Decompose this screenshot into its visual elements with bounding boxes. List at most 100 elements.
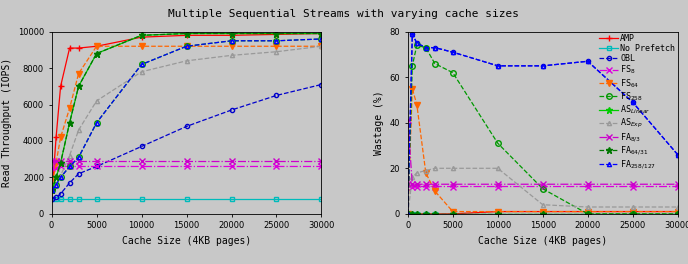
OBL <box>413 41 421 45</box>
FS$_{258}$ <box>404 212 412 215</box>
FA$_{8/3}$ <box>449 183 457 186</box>
FS$_{64}$ <box>539 210 547 213</box>
AS$_{Exp}$ <box>539 203 547 206</box>
No Prefetch <box>583 212 592 215</box>
OBL <box>422 46 430 49</box>
AS$_{Linear}$ <box>539 212 547 215</box>
Legend: AMP, No Prefetch, OBL, FS$_8$, FS$_{64}$, FS$_{258}$, AS$_{Linear}$, AS$_{Exp}$,: AMP, No Prefetch, OBL, FS$_8$, FS$_{64}$… <box>599 33 676 172</box>
X-axis label: Cache Size (4KB pages): Cache Size (4KB pages) <box>122 236 251 246</box>
AS$_{Exp}$ <box>431 167 439 170</box>
Line: AS$_{Linear}$: AS$_{Linear}$ <box>405 210 681 217</box>
OBL <box>431 46 439 49</box>
FA$_{8/3}$ <box>629 183 637 186</box>
FS$_8$ <box>422 185 430 188</box>
FS$_{64}$ <box>674 210 682 213</box>
FS$_8$ <box>674 185 682 188</box>
Line: AMP: AMP <box>405 209 680 217</box>
AS$_{Exp}$ <box>629 205 637 209</box>
FA$_{64/31}$ <box>422 212 430 215</box>
FA$_{64/31}$ <box>431 212 439 215</box>
AMP <box>674 210 682 213</box>
AS$_{Exp}$ <box>449 167 457 170</box>
AS$_{Linear}$ <box>449 212 457 215</box>
FS$_{64}$ <box>408 87 416 90</box>
FA$_{64/31}$ <box>629 212 637 215</box>
Line: FA$_{8/3}$: FA$_{8/3}$ <box>405 118 680 187</box>
FA$_{258/127}$ <box>539 64 547 67</box>
Line: OBL: OBL <box>406 32 680 216</box>
FS$_8$ <box>404 183 412 186</box>
FA$_{258/127}$ <box>674 153 682 156</box>
Line: No Prefetch: No Prefetch <box>406 212 680 216</box>
FA$_{8/3}$ <box>408 183 416 186</box>
FA$_{64/31}$ <box>413 212 421 215</box>
Line: FS$_8$: FS$_8$ <box>405 181 680 189</box>
AMP <box>408 212 416 215</box>
FS$_8$ <box>449 185 457 188</box>
FA$_{64/31}$ <box>449 212 457 215</box>
AS$_{Linear}$ <box>422 212 430 215</box>
FA$_{8/3}$ <box>431 183 439 186</box>
AS$_{Exp}$ <box>494 167 502 170</box>
FS$_{64}$ <box>629 210 637 213</box>
AS$_{Exp}$ <box>674 205 682 209</box>
X-axis label: Cache Size (4KB pages): Cache Size (4KB pages) <box>478 236 608 246</box>
No Prefetch <box>494 212 502 215</box>
FS$_{64}$ <box>404 212 412 215</box>
FA$_{8/3}$ <box>422 183 430 186</box>
No Prefetch <box>413 212 421 215</box>
No Prefetch <box>408 212 416 215</box>
OBL <box>629 101 637 104</box>
FS$_{258}$ <box>413 44 421 47</box>
Line: AS$_{Exp}$: AS$_{Exp}$ <box>406 166 680 216</box>
FA$_{258/127}$ <box>629 101 637 104</box>
AMP <box>413 212 421 215</box>
OBL <box>674 153 682 156</box>
FA$_{258/127}$ <box>494 64 502 67</box>
AMP <box>431 212 439 215</box>
AS$_{Exp}$ <box>404 212 412 215</box>
FS$_{258}$ <box>583 212 592 215</box>
AS$_{Linear}$ <box>494 212 502 215</box>
FA$_{64/31}$ <box>674 212 682 215</box>
FA$_{8/3}$ <box>674 183 682 186</box>
FA$_{8/3}$ <box>404 119 412 122</box>
AMP <box>404 212 412 215</box>
No Prefetch <box>449 212 457 215</box>
AMP <box>422 212 430 215</box>
No Prefetch <box>404 212 412 215</box>
FA$_{258/127}$ <box>431 46 439 49</box>
FA$_{8/3}$ <box>494 183 502 186</box>
OBL <box>404 212 412 215</box>
FS$_8$ <box>431 185 439 188</box>
FS$_{64}$ <box>413 103 421 106</box>
FS$_{258}$ <box>422 46 430 49</box>
OBL <box>449 51 457 54</box>
FA$_{64/31}$ <box>404 212 412 215</box>
Y-axis label: Read Throughput (IOPS): Read Throughput (IOPS) <box>2 58 12 187</box>
Line: FA$_{258/127}$: FA$_{258/127}$ <box>406 32 680 216</box>
FA$_{64/31}$ <box>494 212 502 215</box>
FS$_{258}$ <box>539 187 547 190</box>
Line: FS$_{258}$: FS$_{258}$ <box>405 43 680 217</box>
FA$_{258/127}$ <box>422 46 430 49</box>
AS$_{Exp}$ <box>422 169 430 172</box>
FA$_{8/3}$ <box>413 183 421 186</box>
FS$_{64}$ <box>449 210 457 213</box>
FS$_8$ <box>629 185 637 188</box>
FS$_{258}$ <box>674 212 682 215</box>
OBL <box>408 32 416 36</box>
No Prefetch <box>431 212 439 215</box>
No Prefetch <box>674 212 682 215</box>
Line: FA$_{64/31}$: FA$_{64/31}$ <box>405 210 681 217</box>
AS$_{Exp}$ <box>583 205 592 209</box>
FS$_{64}$ <box>431 190 439 193</box>
AMP <box>539 210 547 213</box>
FA$_{258/127}$ <box>408 32 416 36</box>
FA$_{64/31}$ <box>583 212 592 215</box>
FA$_{64/31}$ <box>539 212 547 215</box>
Text: Multiple Sequential Streams with varying cache sizes: Multiple Sequential Streams with varying… <box>169 9 519 19</box>
Line: FS$_{64}$: FS$_{64}$ <box>405 86 680 217</box>
FS$_{64}$ <box>494 210 502 213</box>
AMP <box>629 210 637 213</box>
